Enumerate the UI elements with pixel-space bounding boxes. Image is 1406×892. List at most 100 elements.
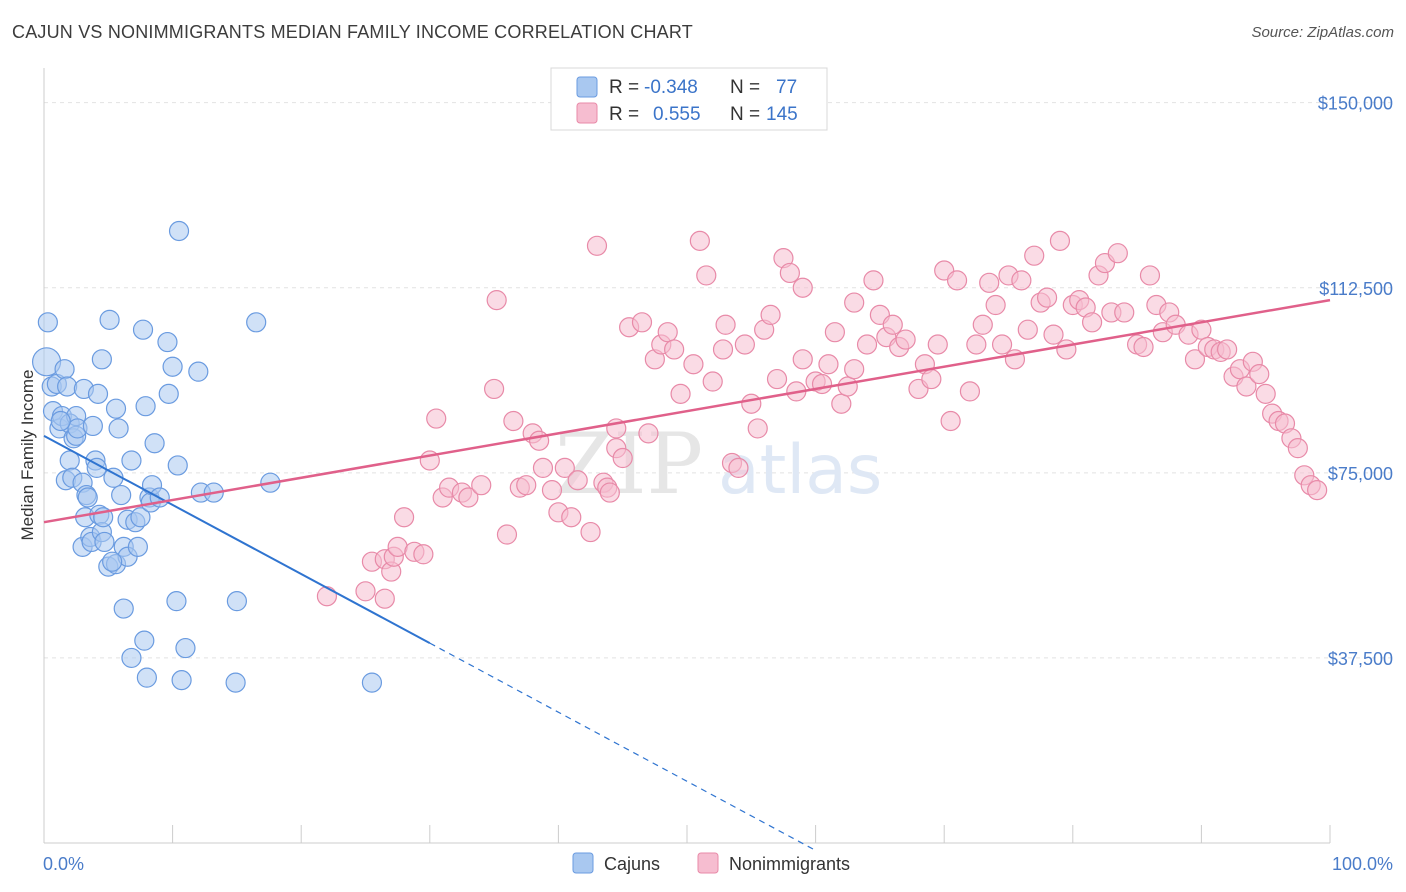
cajuns-point-58 (158, 383, 179, 404)
nonimmigrants-point-1 (355, 581, 376, 602)
nonimmigrants-point-52 (712, 339, 734, 360)
chart-title: CAJUN VS NONIMMIGRANTS MEDIAN FAMILY INC… (12, 22, 693, 42)
nonimmigrants-point-93 (985, 294, 1006, 316)
nonimmigrants-point-31 (567, 470, 588, 491)
cajuns-point-69 (226, 591, 247, 612)
legend-n-value-1: 77 (776, 77, 797, 98)
nonimmigrants-point-90 (966, 334, 987, 355)
cajuns-point-49 (134, 630, 155, 651)
nonimmigrants-point-36 (599, 482, 620, 503)
nonimmigrants-point-8 (393, 507, 415, 528)
cajuns-point-75 (82, 415, 103, 437)
nonimmigrants-point-89 (959, 381, 981, 402)
nonimmigrants-point-39 (612, 447, 633, 469)
y-tick-label-3: $150,000 (1318, 94, 1393, 114)
nonimmigrants-point-46 (664, 339, 685, 360)
cajuns-point-68 (225, 672, 246, 693)
legend: R = -0.348 N = 77 R = 0.555 N = 145 (550, 67, 828, 131)
nonimmigrants-point-33 (586, 235, 608, 256)
cajuns-point-59 (162, 356, 183, 377)
nonimmigrants-point-71 (831, 393, 852, 414)
source-credit: Source: ZipAtlas.com (1251, 24, 1394, 41)
cajuns-point-57 (157, 331, 178, 353)
cajuns-point-61 (168, 220, 190, 242)
nonimmigrants-point-79 (882, 314, 903, 335)
nonimmigrants-point-27 (541, 480, 563, 501)
y-tick-labels: $37,500 $75,000 $112,500 $150,000 (1318, 94, 1393, 669)
nonimmigrants-point-94 (991, 334, 1013, 355)
legend-swatch-cajuns (576, 76, 598, 98)
nonimmigrants-point-101 (1036, 287, 1058, 308)
nonimmigrants-point-20 (496, 524, 518, 545)
nonimmigrants-point-122 (1184, 349, 1206, 370)
nonimmigrants-point-66 (792, 277, 813, 298)
nonimmigrants-point-92 (979, 272, 1000, 293)
nonimmigrants-point-130 (1236, 376, 1257, 397)
cajuns-point-70 (246, 312, 267, 333)
nonimmigrants-point-76 (863, 270, 884, 291)
nonimmigrants-point-61 (766, 368, 788, 390)
cajuns-point-50 (135, 396, 156, 417)
cajuns-point-55 (144, 433, 165, 454)
cajuns-point-44 (121, 450, 142, 471)
nonimmigrants-point-73 (844, 359, 865, 380)
y-axis-title: Median Family Income (18, 369, 37, 540)
cajuns-point-46 (127, 536, 148, 557)
nonimmigrants-point-127 (1217, 339, 1238, 360)
nonimmigrants-point-99 (1024, 245, 1045, 266)
nonimmigrants-trend-line (43, 298, 1331, 524)
nonimmigrants-point-138 (1287, 438, 1308, 459)
x-tick-label-1: 100.0% (1332, 854, 1393, 874)
cajuns-trend-extension (429, 642, 816, 851)
cajuns-point-9 (57, 376, 78, 397)
nonimmigrants-point-116 (1139, 265, 1161, 286)
nonimmigrants-point-88 (946, 270, 968, 291)
cajuns-point-63 (171, 670, 192, 691)
nonimmigrants-point-68 (811, 373, 833, 395)
nonimmigrants-point-60 (760, 304, 781, 326)
legend-swatch-nonimmigrants (576, 102, 598, 124)
cajuns-point-74 (102, 551, 123, 572)
bottom-legend-swatch-cajuns (572, 852, 594, 874)
nonimmigrants-point-74 (844, 292, 865, 313)
nonimmigrants-point-63 (779, 262, 800, 284)
nonimmigrants-point-69 (818, 354, 839, 375)
bottom-legend: Cajuns Nonimmigrants (572, 852, 850, 874)
y-tick-label-1: $75,000 (1328, 464, 1393, 484)
legend-n-value-2: 145 (766, 104, 798, 125)
nonimmigrants-point-21 (503, 410, 524, 432)
nonimmigrants-point-87 (940, 410, 961, 432)
cajuns-point-7 (54, 359, 75, 380)
nonimmigrants-point-112 (1107, 243, 1128, 264)
cajuns-point-62 (167, 455, 188, 476)
cajuns-point-31 (94, 531, 115, 553)
nonimmigrants-point-98 (1017, 319, 1038, 340)
nonimmigrants-point-53 (715, 314, 736, 335)
cajuns-point-48 (132, 319, 154, 340)
nonimmigrants-point-70 (824, 322, 845, 343)
y-tick-label-2: $112,500 (1319, 279, 1393, 299)
nonimmigrants-point-45 (657, 322, 678, 343)
nonimmigrants-point-23 (516, 475, 537, 496)
legend-n-label-1: N = (730, 77, 760, 98)
axes (43, 68, 1331, 844)
nonimmigrants-point-10 (413, 544, 434, 565)
legend-r-value-2: 0.555 (653, 104, 701, 125)
cajuns-point-60 (166, 591, 187, 612)
cajuns-trend-line (43, 434, 431, 644)
legend-r-label-2: R = (609, 104, 639, 125)
nonimmigrants-point-97 (1011, 270, 1032, 291)
nonimmigrants-point-50 (696, 265, 717, 286)
nonimmigrants-point-84 (921, 368, 942, 390)
nonimmigrants-point-65 (792, 349, 813, 370)
legend-n-label-2: N = (730, 104, 760, 125)
nonimmigrants-point-16 (458, 487, 479, 508)
cajuns-point-47 (130, 507, 151, 528)
y-tick-label-0: $37,500 (1328, 649, 1393, 669)
nonimmigrants-point-75 (856, 334, 878, 355)
nonimmigrants-point-141 (1307, 480, 1328, 501)
nonimmigrants-point-133 (1255, 383, 1276, 404)
legend-r-value-1: -0.348 (644, 77, 698, 98)
nonimmigrants-point-132 (1249, 364, 1270, 385)
